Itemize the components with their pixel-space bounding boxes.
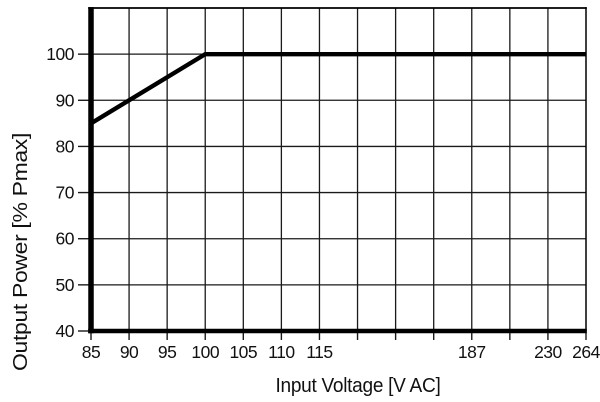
- x-tick-label: 110: [268, 342, 295, 362]
- x-tick-label: 95: [158, 342, 176, 362]
- x-tick-label: 187: [458, 342, 486, 362]
- x-tick-label: 115: [306, 342, 332, 362]
- frame-layer: [88, 7, 587, 334]
- y-tick-label: 70: [56, 183, 75, 203]
- x-tick-label: 90: [120, 342, 139, 362]
- x-tick-label: 105: [229, 342, 257, 362]
- y-tick-label: 90: [56, 90, 75, 110]
- grid-layer: [91, 8, 586, 331]
- y-tick-label: 40: [56, 321, 75, 341]
- x-tick-label: 85: [82, 342, 100, 362]
- y-tick-label: 60: [56, 229, 75, 249]
- x-tick-label: 264: [572, 342, 600, 362]
- tick-label-layer: 85 90 95 100 105 110 115 187 230 264 40 50 60 70 80 90 1…: [46, 44, 600, 362]
- x-tick-label: 100: [191, 342, 219, 362]
- y-tick-label: 50: [56, 275, 75, 295]
- x-tick-label: 230: [534, 342, 562, 362]
- series-layer: [89, 51, 586, 126]
- y-tick-label: 80: [56, 136, 75, 156]
- y-tick-label: 100: [46, 44, 74, 64]
- derating-line: [89, 51, 586, 126]
- x-axis-title: Input Voltage [V AC]: [276, 375, 441, 397]
- y-axis-title: Output Power [% Pmax]: [10, 133, 32, 371]
